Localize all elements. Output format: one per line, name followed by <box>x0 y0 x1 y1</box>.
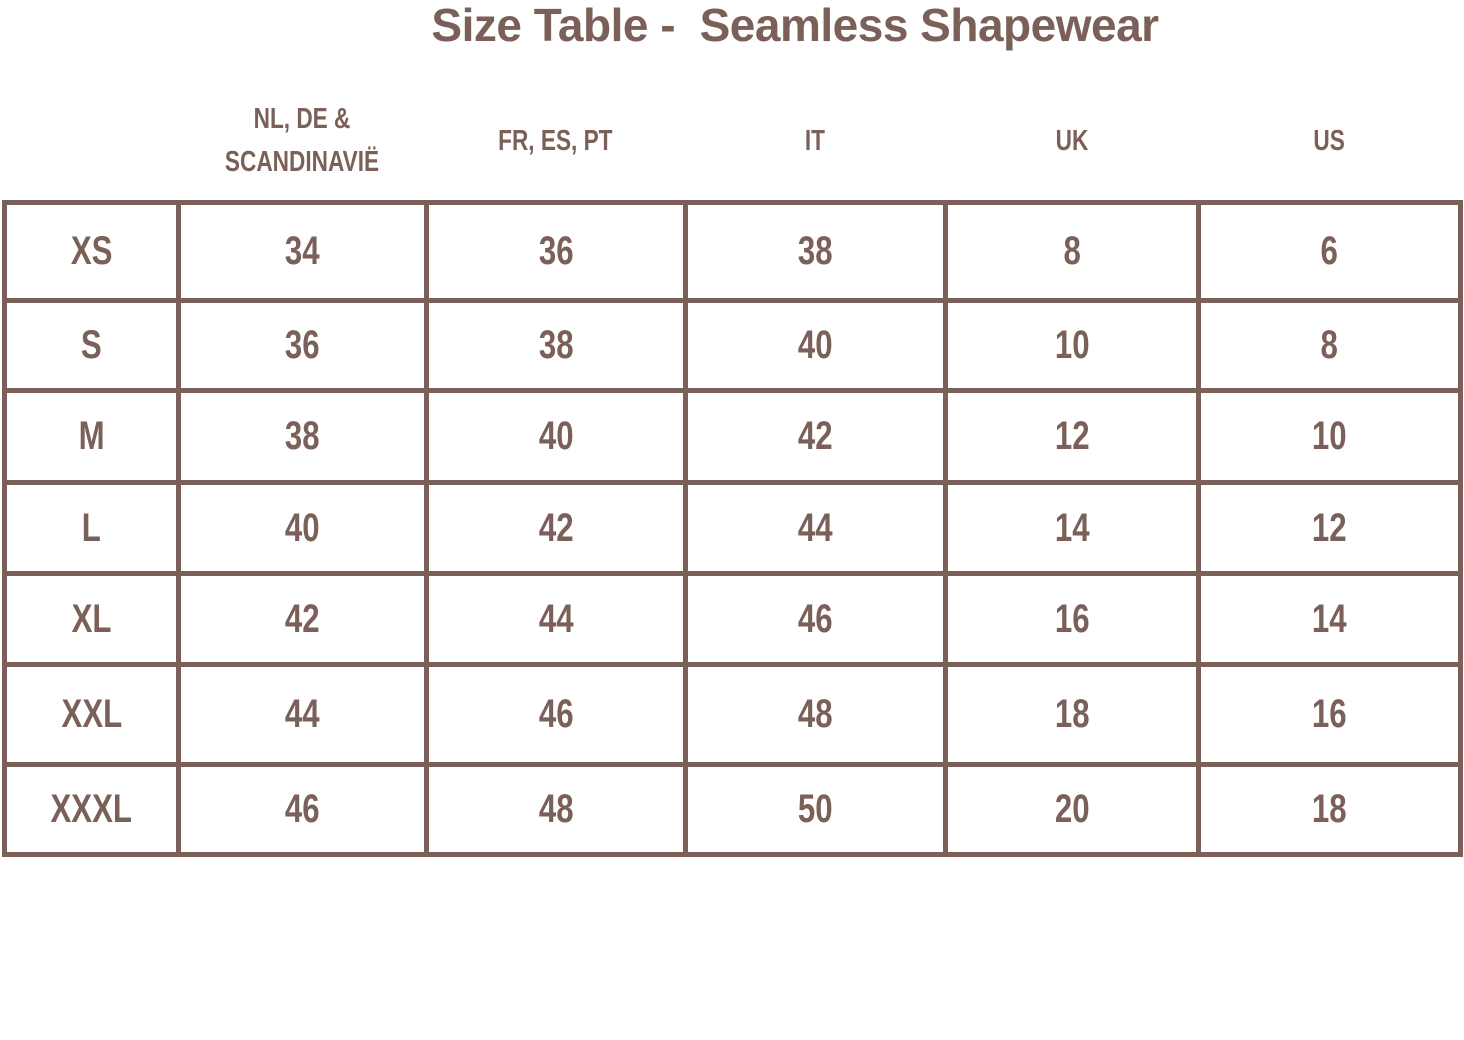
table-cell: 40 <box>424 388 688 485</box>
table-cell: 8 <box>1196 298 1463 393</box>
size-value: 16 <box>1054 596 1090 641</box>
size-value: 46 <box>798 596 833 641</box>
table-cell: 6 <box>1196 200 1463 303</box>
table-cell: 20 <box>943 762 1201 857</box>
table-cell: 46 <box>176 762 429 857</box>
table-cell: 14 <box>1196 571 1463 667</box>
table-cell: 50 <box>683 762 948 857</box>
size-value: 46 <box>538 692 574 736</box>
size-value: 14 <box>1312 596 1347 641</box>
size-value: 40 <box>285 505 320 550</box>
column-header: IT <box>804 124 826 157</box>
size-value: 46 <box>285 787 320 831</box>
size-label: XXXL <box>50 787 133 831</box>
table-cell: 44 <box>424 571 688 667</box>
size-value: 42 <box>798 414 833 458</box>
size-value: 8 <box>1063 229 1081 273</box>
table-row: XXL 44 46 48 18 16 <box>2 662 1463 767</box>
size-label: XS <box>70 229 113 273</box>
table-cell: 38 <box>424 298 688 393</box>
table-cell: 46 <box>424 662 688 767</box>
size-value: 42 <box>285 596 320 641</box>
table-cell: 16 <box>1196 662 1463 767</box>
table-cell: 10 <box>943 298 1201 393</box>
table-cell: 12 <box>943 388 1201 485</box>
table-cell: XXL <box>2 662 181 767</box>
size-value: 50 <box>798 787 833 831</box>
table-cell: 14 <box>943 480 1201 576</box>
size-value: 38 <box>285 414 320 458</box>
table-row: XL 42 44 46 16 14 <box>2 571 1463 667</box>
table-cell: 40 <box>683 298 948 393</box>
size-value: 38 <box>538 323 574 367</box>
table-cell: 46 <box>683 571 948 667</box>
table-cell: 16 <box>943 571 1201 667</box>
size-value: 36 <box>538 229 574 273</box>
column-header: UK <box>1055 124 1088 157</box>
column-header: US <box>1313 124 1345 157</box>
size-value: 48 <box>538 787 574 831</box>
size-value: 8 <box>1320 323 1339 367</box>
table-row: XS 34 36 38 8 6 <box>2 200 1463 303</box>
size-value: 14 <box>1054 505 1090 550</box>
size-value: 6 <box>1320 229 1339 273</box>
table-cell: 34 <box>176 200 429 303</box>
size-value: 40 <box>538 414 574 458</box>
table-cell: M <box>2 388 181 485</box>
table-cell: L <box>2 480 181 576</box>
size-value: 10 <box>1054 323 1090 367</box>
size-value: 34 <box>285 229 320 273</box>
size-value: 44 <box>285 692 320 736</box>
size-value: 48 <box>798 692 833 736</box>
table-cell: 10 <box>1196 388 1463 485</box>
table-cell: 12 <box>1196 480 1463 576</box>
size-label: S <box>81 323 102 367</box>
table-cell: 42 <box>424 480 688 576</box>
table-cell: 44 <box>176 662 429 767</box>
page-title: Size Table - Seamless Shapewear <box>431 0 1159 51</box>
table-row: XXXL 46 48 50 20 18 <box>2 762 1463 857</box>
size-label: XL <box>71 596 112 641</box>
size-value: 12 <box>1312 505 1347 550</box>
table-cell: 38 <box>176 388 429 485</box>
table-cell: 36 <box>176 298 429 393</box>
table-row: M 38 40 42 12 10 <box>2 388 1463 485</box>
size-value: 44 <box>538 596 574 641</box>
size-label: XXL <box>61 692 122 736</box>
table-row: L 40 42 44 14 12 <box>2 480 1463 576</box>
table-cell: 42 <box>683 388 948 485</box>
table-cell: 48 <box>424 762 688 857</box>
table-cell: 8 <box>943 200 1201 303</box>
column-header: FR, ES, PT <box>498 124 613 157</box>
size-label: L <box>81 505 102 550</box>
size-value: 44 <box>798 505 833 550</box>
size-value: 18 <box>1054 692 1090 736</box>
size-value: 40 <box>798 323 833 367</box>
table-cell: XS <box>2 200 181 303</box>
size-value: 20 <box>1054 787 1090 831</box>
table-cell: 18 <box>1196 762 1463 857</box>
column-header: NL, DE & SCANDINAVIË <box>224 103 380 178</box>
size-label: M <box>78 414 105 458</box>
size-value: 16 <box>1312 692 1347 736</box>
table-row: S 36 38 40 10 8 <box>2 298 1463 393</box>
table-cell: 42 <box>176 571 429 667</box>
size-value: 12 <box>1054 414 1090 458</box>
table-cell: 38 <box>683 200 948 303</box>
table-cell: 44 <box>683 480 948 576</box>
size-value: 10 <box>1312 414 1347 458</box>
table-cell: 36 <box>424 200 688 303</box>
table-cell: S <box>2 298 181 393</box>
size-value: 36 <box>285 323 320 367</box>
table-cell: XL <box>2 571 181 667</box>
table-cell: 40 <box>176 480 429 576</box>
table-cell: 48 <box>683 662 948 767</box>
size-value: 38 <box>798 229 833 273</box>
table-cell: 18 <box>943 662 1201 767</box>
size-value: 42 <box>538 505 574 550</box>
table-cell: XXXL <box>2 762 181 857</box>
size-value: 18 <box>1312 787 1347 831</box>
size-table: XS 34 36 38 8 6 S 36 38 40 10 8 M 38 40 42 12 10 L 40 42 44 14… <box>2 200 1463 857</box>
